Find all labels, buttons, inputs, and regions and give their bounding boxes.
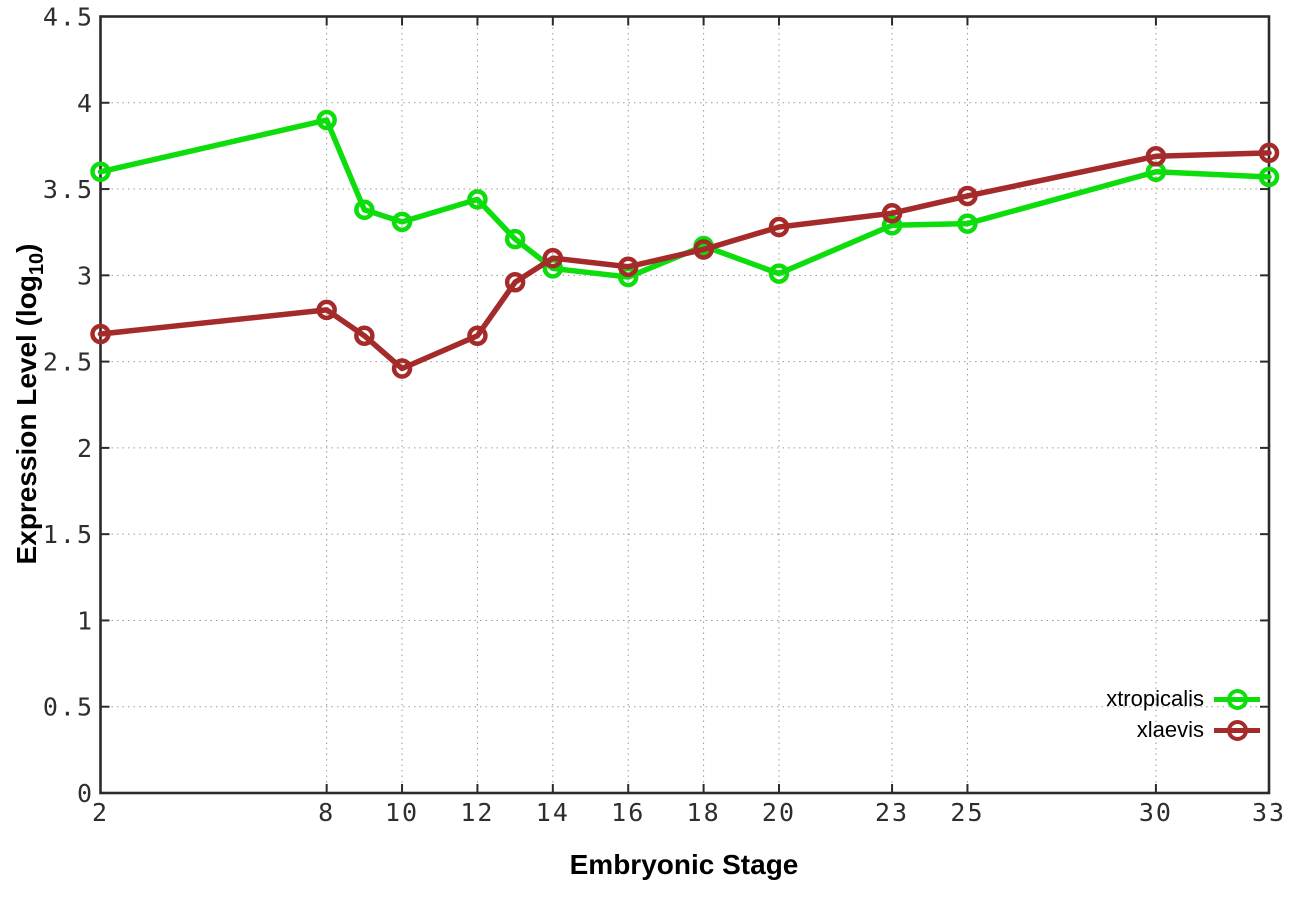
y-axis-title-suffix: ) bbox=[11, 243, 43, 253]
line-point-marker-icon bbox=[1214, 718, 1260, 742]
data-point-marker bbox=[881, 202, 903, 224]
data-point-marker bbox=[617, 256, 639, 277]
x-tick-labels: 2 8 10 12 14 16 18 20 23 25 30 33 bbox=[92, 798, 1286, 827]
legend-circle-marker-icon bbox=[1227, 719, 1248, 741]
data-point-marker bbox=[391, 358, 413, 379]
x-tick-label: 2 bbox=[92, 798, 109, 827]
axis-ticks bbox=[99, 15, 1270, 794]
y-tick-label: 3 bbox=[77, 261, 94, 290]
series-line bbox=[97, 150, 1272, 372]
x-tick-label: 25 bbox=[950, 798, 984, 827]
data-point-marker bbox=[957, 213, 978, 234]
series-xtropicalis bbox=[90, 109, 1280, 288]
legend-item-xlaevis: xlaevis bbox=[1106, 716, 1260, 744]
y-tick-label: 2 bbox=[77, 434, 94, 463]
y-tick-label: 4 bbox=[77, 89, 94, 118]
data-point-marker bbox=[1258, 142, 1280, 164]
data-point-marker bbox=[693, 239, 714, 260]
data-point-marker bbox=[467, 325, 488, 346]
plot-border bbox=[99, 15, 1271, 795]
data-point-marker bbox=[1145, 146, 1167, 167]
data-point-marker bbox=[354, 199, 375, 221]
data-point-marker bbox=[391, 211, 413, 233]
data-point-marker bbox=[354, 325, 375, 346]
series-xlaevis bbox=[90, 142, 1280, 379]
data-point-marker bbox=[467, 189, 488, 210]
data-point-marker bbox=[1258, 166, 1280, 188]
data-point-marker bbox=[90, 161, 111, 183]
data-point-marker bbox=[957, 185, 978, 207]
x-tick-label: 30 bbox=[1139, 798, 1173, 827]
legend-item-xtropicalis: xtropicalis bbox=[1106, 685, 1260, 713]
x-tick-label: 23 bbox=[875, 798, 909, 827]
x-tick-label: 20 bbox=[762, 798, 796, 827]
x-tick-label: 12 bbox=[460, 798, 494, 827]
y-tick-label: 0 bbox=[77, 779, 94, 808]
x-tick-label: 16 bbox=[611, 798, 645, 827]
data-point-marker bbox=[881, 215, 903, 236]
y-tick-label: 2.5 bbox=[43, 348, 94, 377]
y-axis-title: Expression Level (log10) bbox=[11, 244, 49, 565]
x-tick-label: 8 bbox=[318, 798, 335, 827]
legend: xtropicalis xlaevis bbox=[1106, 685, 1260, 744]
data-point-marker bbox=[504, 271, 526, 293]
data-point-marker bbox=[316, 109, 337, 131]
y-tick-label: 0.5 bbox=[43, 693, 94, 722]
y-axis-title-subscript: 10 bbox=[25, 252, 48, 276]
y-tick-label: 4.5 bbox=[43, 3, 94, 32]
data-point-marker bbox=[768, 263, 790, 284]
y-tick-label: 1 bbox=[77, 606, 94, 635]
x-tick-label: 33 bbox=[1252, 798, 1286, 827]
data-point-marker bbox=[768, 216, 790, 238]
data-point-marker bbox=[90, 323, 111, 345]
legend-label: xtropicalis bbox=[1106, 686, 1204, 711]
x-axis-title: Embryonic Stage bbox=[569, 849, 799, 880]
y-tick-label: 3.5 bbox=[43, 175, 94, 204]
legend-circle-marker-icon bbox=[1227, 688, 1248, 710]
data-point-marker bbox=[504, 228, 526, 250]
x-tick-label: 14 bbox=[536, 798, 570, 827]
x-tick-label: 10 bbox=[385, 798, 419, 827]
data-point-marker bbox=[316, 299, 337, 321]
legend-label: xlaevis bbox=[1136, 717, 1204, 742]
data-point-marker bbox=[542, 247, 564, 269]
x-tick-label: 18 bbox=[687, 798, 721, 827]
y-tick-label: 1.5 bbox=[43, 520, 94, 549]
line-point-marker-icon bbox=[1214, 687, 1260, 711]
y-axis-title-text: Expression Level (log bbox=[11, 275, 43, 565]
y-tick-labels: 0 0.5 1 1.5 2 2.5 3 3.5 4 4.5 bbox=[43, 3, 94, 809]
